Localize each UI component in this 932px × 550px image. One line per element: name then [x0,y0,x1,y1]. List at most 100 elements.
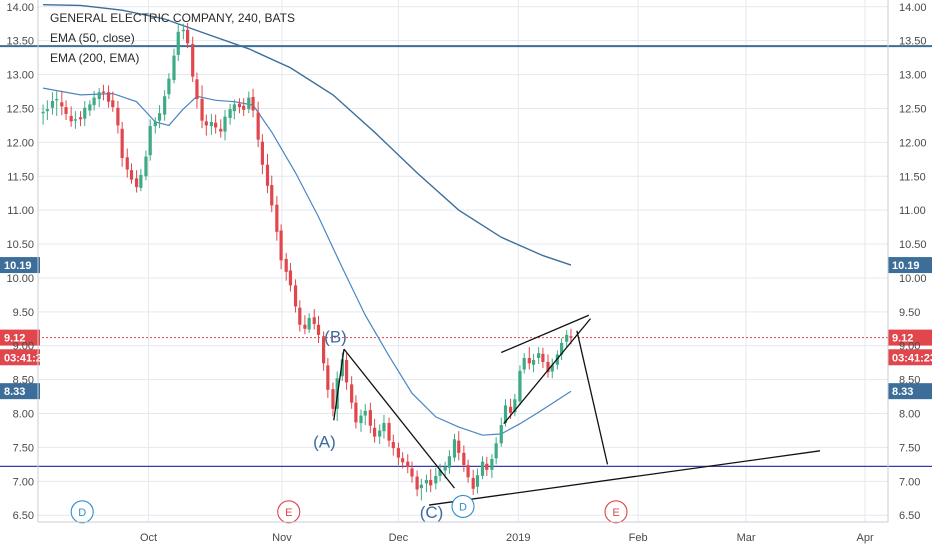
ema200-line-layer [43,4,572,266]
x-tick-label: Dec [389,532,409,544]
candle-body [503,405,508,424]
wave-label: (C) [420,503,444,522]
candle-body [471,477,475,489]
y-tick-label-left: 12.00 [6,137,34,149]
y-tick-label-left: 13.00 [6,70,34,82]
ema50-line-layer [42,87,572,436]
candle-body [316,324,321,335]
price-badge-left-label: 8.33 [4,386,25,398]
x-tick-label: Oct [140,532,157,544]
trend-line [343,348,456,489]
price-badge-right [888,349,932,366]
candle-body [45,109,49,112]
candle-body [410,468,414,477]
candle-body [490,458,494,470]
event-circle [451,494,475,518]
grid-lines [38,0,888,522]
candle-body [41,111,45,114]
trend-line [428,450,821,506]
candle-body [359,415,363,424]
price-badge-right-label: 10.19 [892,260,920,272]
candle-body [480,461,485,476]
candle-body [144,156,148,177]
candle-body [242,105,246,110]
candle-body [247,97,251,110]
candle-body [176,31,180,55]
candle-body [485,463,489,470]
candle-body [537,353,541,358]
y-tick-label-right: 11.00 [899,205,926,217]
y-tick-label-left: 7.00 [13,476,34,488]
event-circle-label: D [78,507,86,519]
candle-body [307,317,311,330]
price-badge-left-label: 10.19 [4,260,32,272]
legend-ema200: EMA (200, EMA) [50,51,139,65]
candle-body [429,479,433,486]
candle-body [279,230,283,261]
y-tick-label-right: 13.50 [899,36,927,48]
candle-body [125,157,129,170]
candle-body [129,170,134,180]
y-tick-label-right: 12.00 [899,137,927,149]
candle-body [186,29,190,44]
candle-body [228,109,232,118]
candle-body [378,430,382,437]
y-tick-label-left: 10.50 [6,239,34,251]
y-tick-label-left: 8.50 [13,375,34,387]
price-badge-right [888,257,932,274]
candle-body [326,365,330,390]
candle-body [73,119,77,121]
x-tick-label: 2019 [506,532,530,544]
candle-body [406,461,410,468]
candle-body [434,475,438,484]
price-badge-right-label: 8.33 [892,386,913,398]
candle-body [518,370,522,402]
y-tick-label-left: 10.00 [6,273,34,285]
candle-body [270,185,274,206]
trend-lines [333,314,821,506]
axes: 6.50 6.50 7.00 7.00 7.50 7.50 8.00 8.00 8.50 8.50… [6,0,927,544]
candle-body [509,406,513,413]
y-tick-label-left: 11.00 [7,205,34,217]
candle-body [457,440,461,453]
candle-body [265,164,270,186]
candle-body [419,484,423,489]
trend-line [576,330,609,465]
event-circle-label: D [459,501,467,513]
y-tick-label-left: 13.50 [6,36,34,48]
x-tick-label: Nov [272,532,292,544]
candle-body [569,336,573,338]
candle-body [494,443,498,459]
candle-body [550,364,554,372]
candle-body [475,475,480,487]
candle-body [135,178,139,188]
candles [41,23,573,501]
candle-body [172,55,176,80]
y-tick-label-right: 9.00 [899,341,920,353]
y-tick-label-right: 8.50 [899,375,920,387]
price-badge-right [888,383,932,400]
annotations: (B) (A) (C) D E D E 10.19 10.19 9.12 9.12 03:41:23 0… [0,257,932,524]
candle-body [354,402,358,423]
candle-body [55,98,59,101]
price-badge-left-label: 9.12 [4,333,25,345]
y-tick-label-left: 7.50 [13,442,34,454]
candle-body [499,425,503,444]
legend-ema50: EMA (50, close) [50,31,135,45]
price-badge-left [0,349,40,366]
wave-label: (A) [313,432,336,451]
y-tick-label-right: 13.00 [899,70,927,82]
candle-body [78,117,83,120]
candle-body [195,79,199,99]
candle-body [167,78,171,95]
candle-body [223,116,227,132]
candle-body [466,465,470,478]
candle-body [368,410,372,426]
candle-body [237,103,242,108]
y-tick-label-left: 6.50 [13,510,34,522]
candle-body [148,126,152,156]
y-tick-label-right: 11.50 [899,171,926,183]
candle-body [350,384,354,403]
